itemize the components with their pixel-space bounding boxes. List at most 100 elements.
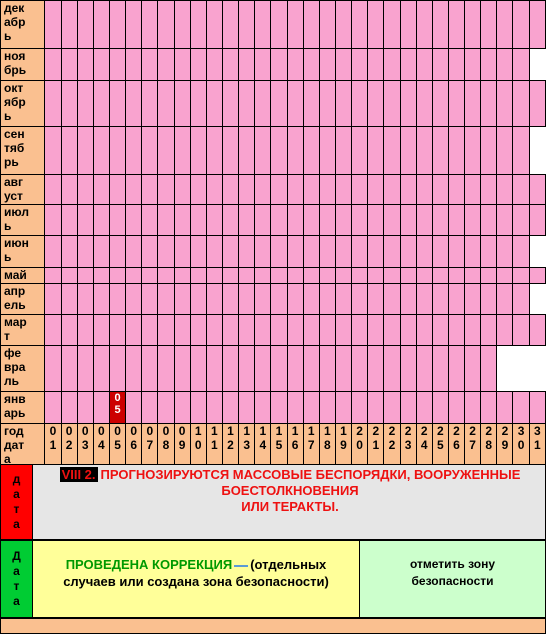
- day-cell[interactable]: [318, 48, 336, 81]
- day-cell[interactable]: [60, 345, 78, 392]
- day-cell[interactable]: [496, 235, 514, 268]
- day-cell[interactable]: [367, 283, 385, 315]
- day-cell[interactable]: [44, 314, 62, 346]
- day-cell[interactable]: [221, 0, 240, 49]
- day-cell[interactable]: [302, 235, 320, 268]
- day-cell[interactable]: [480, 204, 498, 236]
- day-cell[interactable]: [464, 80, 482, 127]
- day-cell[interactable]: [399, 0, 417, 49]
- day-cell[interactable]: [415, 174, 433, 205]
- day-cell[interactable]: [464, 283, 482, 315]
- day-cell[interactable]: [318, 0, 336, 49]
- day-cell[interactable]: [92, 391, 110, 424]
- day-cell[interactable]: [205, 235, 223, 268]
- day-cell[interactable]: [173, 174, 191, 205]
- day-cell[interactable]: [189, 345, 207, 392]
- day-cell[interactable]: [431, 126, 449, 175]
- day-cell[interactable]: [44, 391, 62, 424]
- day-cell[interactable]: [44, 80, 62, 127]
- day-cell[interactable]: [496, 391, 514, 424]
- day-cell[interactable]: [221, 126, 240, 175]
- day-cell[interactable]: [60, 283, 78, 315]
- day-cell[interactable]: [157, 48, 175, 81]
- day-cell[interactable]: [351, 235, 369, 268]
- day-cell[interactable]: [221, 174, 240, 205]
- day-cell[interactable]: [351, 345, 369, 392]
- day-cell[interactable]: [383, 391, 401, 424]
- day-cell[interactable]: [254, 174, 272, 205]
- day-cell[interactable]: [254, 126, 272, 175]
- day-cell[interactable]: [415, 267, 433, 284]
- day-cell[interactable]: [496, 314, 514, 346]
- day-cell[interactable]: [318, 345, 336, 392]
- day-cell[interactable]: [205, 391, 223, 424]
- day-cell[interactable]: [367, 314, 385, 346]
- day-cell[interactable]: [76, 235, 94, 268]
- day-cell[interactable]: [367, 267, 385, 284]
- day-cell[interactable]: [496, 267, 514, 284]
- day-cell[interactable]: [60, 204, 78, 236]
- day-cell[interactable]: [367, 174, 385, 205]
- day-cell[interactable]: [480, 235, 498, 268]
- day-cell[interactable]: [125, 126, 143, 175]
- day-cell[interactable]: [173, 0, 191, 49]
- day-cell[interactable]: [125, 235, 143, 268]
- day-cell[interactable]: [496, 48, 514, 81]
- day-cell[interactable]: [205, 0, 223, 49]
- day-cell[interactable]: [431, 391, 449, 424]
- day-cell[interactable]: [60, 48, 78, 81]
- day-cell[interactable]: [464, 267, 482, 284]
- day-cell[interactable]: [125, 174, 143, 205]
- day-cell[interactable]: [238, 267, 256, 284]
- day-cell[interactable]: [383, 204, 401, 236]
- highlighted-day-cell[interactable]: 0 5: [108, 391, 127, 424]
- day-cell[interactable]: [528, 391, 546, 424]
- day-cell[interactable]: [189, 235, 207, 268]
- day-cell[interactable]: [528, 0, 546, 49]
- day-cell[interactable]: [173, 235, 191, 268]
- day-cell[interactable]: [351, 204, 369, 236]
- day-cell[interactable]: [480, 80, 498, 127]
- day-cell[interactable]: [302, 174, 320, 205]
- day-cell[interactable]: [286, 235, 304, 268]
- day-cell[interactable]: [447, 345, 466, 392]
- day-cell[interactable]: [141, 345, 159, 392]
- day-cell[interactable]: [76, 283, 94, 315]
- day-cell[interactable]: [44, 204, 62, 236]
- day-cell[interactable]: [270, 345, 288, 392]
- day-cell[interactable]: [108, 314, 127, 346]
- day-cell[interactable]: [157, 314, 175, 346]
- day-cell[interactable]: [480, 174, 498, 205]
- day-cell[interactable]: [431, 174, 449, 205]
- day-cell[interactable]: [496, 126, 514, 175]
- day-cell[interactable]: [189, 204, 207, 236]
- day-cell[interactable]: [334, 345, 353, 392]
- day-cell[interactable]: [92, 0, 110, 49]
- day-cell[interactable]: [205, 204, 223, 236]
- day-cell[interactable]: [367, 204, 385, 236]
- day-cell[interactable]: [383, 314, 401, 346]
- day-cell[interactable]: [173, 126, 191, 175]
- day-cell[interactable]: [221, 391, 240, 424]
- day-cell[interactable]: [157, 174, 175, 205]
- day-cell[interactable]: [189, 174, 207, 205]
- day-cell[interactable]: [302, 126, 320, 175]
- day-cell[interactable]: [221, 267, 240, 284]
- day-cell[interactable]: [302, 267, 320, 284]
- day-cell[interactable]: [125, 345, 143, 392]
- day-cell[interactable]: [464, 204, 482, 236]
- day-cell[interactable]: [141, 204, 159, 236]
- day-cell[interactable]: [334, 235, 353, 268]
- day-cell[interactable]: [286, 283, 304, 315]
- day-cell[interactable]: [447, 267, 466, 284]
- day-cell[interactable]: [108, 345, 127, 392]
- day-cell[interactable]: [205, 174, 223, 205]
- day-cell[interactable]: [431, 314, 449, 346]
- day-cell[interactable]: [399, 235, 417, 268]
- day-cell[interactable]: [447, 391, 466, 424]
- day-cell[interactable]: [286, 80, 304, 127]
- day-cell[interactable]: [238, 391, 256, 424]
- day-cell[interactable]: [431, 48, 449, 81]
- day-cell[interactable]: [383, 80, 401, 127]
- day-cell[interactable]: [108, 174, 127, 205]
